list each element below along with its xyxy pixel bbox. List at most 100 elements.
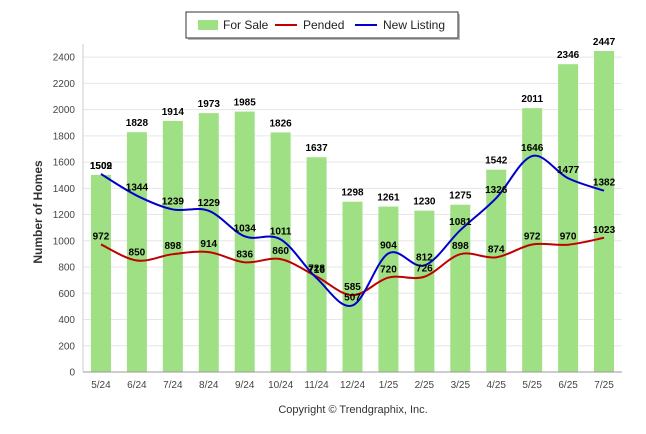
y-tick-label: 0 [69,368,75,379]
label-pended: 898 [452,241,469,252]
bar-for-sale [162,120,183,372]
label-pended: 898 [164,241,181,252]
label-new-listing: 1477 [557,165,580,176]
y-tick-label: 1800 [53,131,76,142]
label-for-sale: 1914 [162,107,185,118]
axes: 0 200 400 600 800 1000 1200 1400 1600 1800 2000 220… [53,44,622,391]
label-for-sale: 2011 [521,94,543,105]
label-for-sale: 1275 [449,191,472,202]
label-for-sale: 1230 [413,197,436,208]
label-for-sale: 1261 [377,193,400,204]
bar-for-sale [414,210,435,372]
label-for-sale: 1828 [126,118,149,129]
y-tick-label: 1600 [53,158,76,169]
x-tick-label: 6/24 [127,380,147,391]
label-new-listing: 812 [416,252,433,263]
x-tick-label: 8/24 [199,380,219,391]
label-new-listing: 1081 [449,217,472,228]
bar-for-sale [486,169,507,372]
bar-for-sale [450,204,471,372]
label-for-sale: 1973 [198,99,221,110]
label-pended: 914 [200,239,217,250]
x-tick-label: 3/25 [451,380,471,391]
label-new-listing: 1646 [521,143,544,154]
x-tick-label: 7/24 [163,380,183,391]
y-tick-label: 200 [58,341,75,352]
x-tick-label: 5/25 [522,380,542,391]
label-pended: 585 [344,282,361,293]
bar-for-sale [378,206,399,372]
label-new-listing: 1509 [90,161,113,172]
label-pended: 970 [560,232,577,243]
line-series [100,154,605,307]
y-tick-label: 600 [58,289,75,300]
x-tick-label: 5/24 [91,380,111,391]
x-tick-label: 7/25 [594,380,614,391]
label-pended: 972 [93,231,110,242]
label-for-sale: 1985 [234,98,257,109]
x-tick-label: 9/24 [235,380,255,391]
label-for-sale: 1826 [270,118,293,129]
y-tick-label: 2400 [53,53,76,64]
label-pended: 726 [416,264,433,275]
y-tick-label: 1200 [53,210,76,221]
label-for-sale: 2346 [557,50,580,61]
bar-for-sale [198,113,219,373]
x-tick-label: 12/24 [340,380,365,391]
x-tick-label: 1/25 [379,380,399,391]
label-pended: 972 [524,231,541,242]
label-pended: 728 [308,263,325,274]
label-new-listing: 1229 [198,198,221,209]
label-new-listing: 1326 [485,185,508,196]
legend-label-pended: Pended [303,18,344,32]
label-new-listing: 1344 [126,183,149,194]
label-for-sale: 1542 [485,156,508,167]
bar-for-sale [558,64,579,372]
bar-series-for-sale [90,50,615,373]
y-tick-label: 2200 [53,79,76,90]
x-tick-label: 2/25 [415,380,435,391]
y-axis-title: Number of Homes [31,160,45,264]
legend-box [185,11,459,39]
label-new-listing: 1239 [162,196,185,207]
label-pended: 874 [488,244,505,255]
label-pended: 860 [272,246,289,257]
legend: For Sale Pended New Listing [185,11,460,40]
label-new-listing: 904 [380,240,397,251]
bar-for-sale [522,108,543,372]
label-for-sale: 1637 [305,143,328,154]
label-new-listing: 716 [308,265,325,276]
label-new-listing: 1382 [593,178,616,189]
label-for-sale: 2447 [593,37,616,48]
label-for-sale: 1502 [90,161,113,172]
label-pended: 836 [236,249,253,260]
bar-for-sale [234,111,255,373]
bar-for-sale [594,50,615,372]
y-tick-label: 800 [58,263,75,274]
bar-for-sale [90,174,111,372]
bar-for-sale [342,201,363,372]
y-tick-label: 400 [58,315,75,326]
legend-label-new-listing: New Listing [383,18,445,32]
data-labels: 1502 1828 1914 1973 1985 1826 1637 1298 1261 1230… [90,37,616,304]
label-pended: 850 [129,247,146,258]
bar-for-sale [270,132,291,372]
copyright-text: Copyright © Trendgraphix, Inc. [278,404,427,416]
y-tick-label: 1000 [53,236,76,247]
label-pended: 1023 [593,225,616,236]
label-new-listing: 1011 [270,226,292,237]
legend-label-for-sale: For Sale [223,18,269,32]
y-tick-label: 2000 [53,105,76,116]
label-new-listing: 1034 [234,223,257,234]
x-tick-label: 11/24 [304,380,329,391]
label-new-listing: 507 [344,292,361,303]
x-tick-label: 10/24 [268,380,293,391]
bar-for-sale [306,157,327,372]
legend-swatch-for-sale [198,20,218,30]
x-tick-label: 6/25 [558,380,578,391]
line-pended [100,236,605,297]
line-new-listing [100,154,605,307]
y-tick-label: 1400 [53,184,76,195]
label-pended: 720 [380,265,397,276]
